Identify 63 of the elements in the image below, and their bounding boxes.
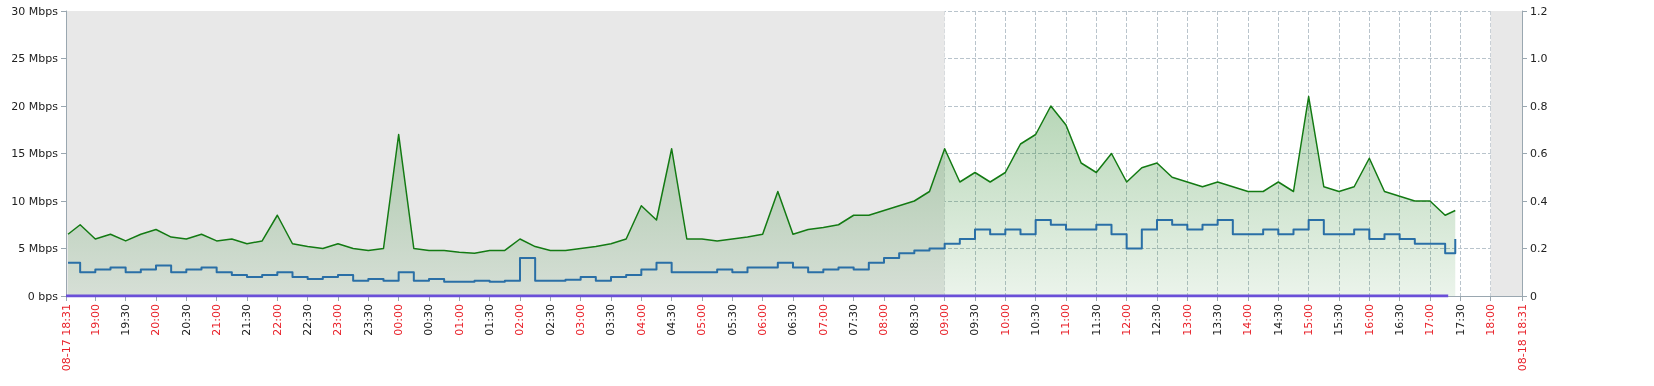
x-tick-label: 19:30 <box>119 304 133 336</box>
x-tick-label: 20:30 <box>179 304 193 336</box>
y2-tick-label: 0.2 <box>1530 242 1548 255</box>
x-tick-label: 15:00 <box>1302 304 1316 336</box>
y-tick-label: 0 bps <box>27 289 59 303</box>
y-tick-label: 30 Mbps <box>11 4 59 18</box>
x-tick-label: 03:30 <box>604 304 618 336</box>
y2-tick-label: 1.0 <box>1530 52 1548 65</box>
x-tick-label: 09:00 <box>938 304 952 336</box>
x-tick-label: 12:00 <box>1120 304 1134 336</box>
x-tick-label: 05:00 <box>695 304 709 336</box>
x-tick-label: 04:00 <box>634 304 648 336</box>
x-tick-label: 17:30 <box>1453 304 1467 336</box>
x-tick-label: 09:30 <box>968 304 982 336</box>
x-tick-label: 08-17 18:31 <box>59 304 73 372</box>
x-tick-label: 04:30 <box>665 304 679 336</box>
x-tick-label: 01:00 <box>452 304 466 336</box>
x-tick-label: 23:30 <box>361 304 375 336</box>
x-tick-label: 02:00 <box>513 304 527 336</box>
x-tick-label: 05:30 <box>725 304 739 336</box>
x-tick-label: 21:30 <box>240 304 254 336</box>
x-tick-label: 19:00 <box>88 304 102 336</box>
x-tick-label: 08-18 18:31 <box>1515 304 1529 372</box>
x-tick-label: 03:00 <box>574 304 588 336</box>
x-tick-label: 17:00 <box>1423 304 1437 336</box>
x-tick-label: 12:30 <box>1150 304 1164 336</box>
x-tick-label: 00:00 <box>392 304 406 336</box>
x-tick-label: 08:30 <box>907 304 921 336</box>
x-tick-label: 16:00 <box>1362 304 1376 336</box>
x-tick-label: 16:30 <box>1393 304 1407 336</box>
x-tick-label: 07:00 <box>816 304 830 336</box>
y2-tick-label: 1.2 <box>1530 4 1548 18</box>
x-tick-label: 10:30 <box>1029 304 1043 336</box>
y-tick-label: 20 Mbps <box>11 99 59 113</box>
x-tick-label: 13:30 <box>1211 304 1225 336</box>
x-tick-label: 10:00 <box>998 304 1012 336</box>
x-tick-label: 06:00 <box>756 304 770 336</box>
y-tick-label: 15 Mbps <box>11 147 59 160</box>
x-tick-label: 14:00 <box>1241 304 1255 336</box>
x-tick-label: 22:30 <box>301 304 315 336</box>
y2-tick-label: 0.6 <box>1530 147 1548 160</box>
x-tick-label: 06:30 <box>786 304 800 336</box>
x-tick-label: 07:30 <box>847 304 861 336</box>
y2-tick-label: 0.8 <box>1530 99 1548 113</box>
x-tick-label: 11:00 <box>1059 304 1073 336</box>
x-tick-label: 00:30 <box>422 304 436 336</box>
x-tick-label: 21:00 <box>210 304 224 336</box>
x-tick-label: 18:00 <box>1484 304 1498 336</box>
x-tick-label: 13:00 <box>1180 304 1194 336</box>
x-tick-label: 02:30 <box>543 304 557 336</box>
x-tick-label: 22:00 <box>270 304 284 336</box>
x-tick-label: 20:00 <box>149 304 163 336</box>
y2-tick-label: 0 <box>1530 289 1537 303</box>
x-tick-label: 11:30 <box>1089 304 1103 336</box>
x-tick-label: 23:00 <box>331 304 345 336</box>
x-tick-label: 15:30 <box>1332 304 1346 336</box>
x-tick-label: 08:00 <box>877 304 891 336</box>
x-tick-label: 14:30 <box>1271 304 1285 336</box>
x-tick-label: 01:30 <box>483 304 497 336</box>
y-tick-label: 10 Mbps <box>11 194 59 208</box>
y-tick-label: 5 Mbps <box>18 242 59 255</box>
y-tick-label: 25 Mbps <box>11 52 59 65</box>
y2-tick-label: 0.4 <box>1530 194 1548 208</box>
